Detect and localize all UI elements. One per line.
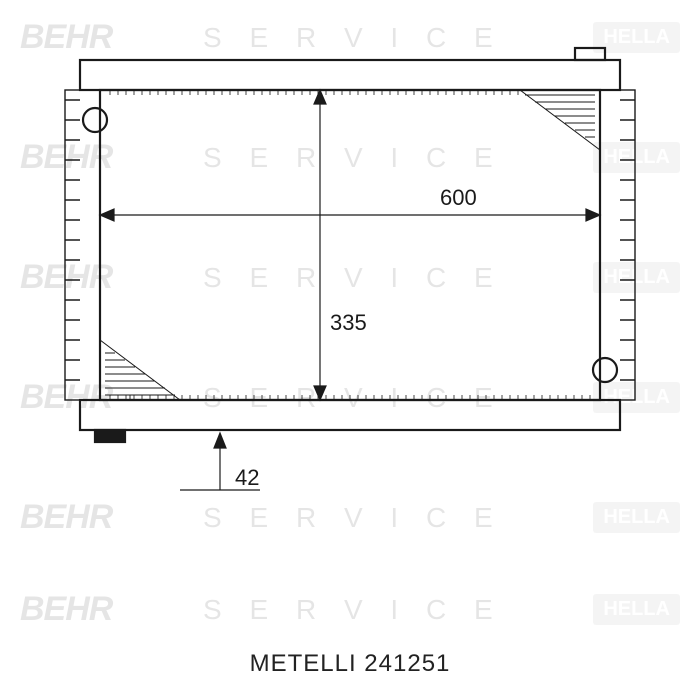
- dim-height-label: 335: [330, 310, 367, 335]
- radiator-diagram: 600 335 42: [20, 40, 680, 580]
- caption-brand: METELLI: [250, 650, 357, 677]
- watermark-row: BEHR S E R V I C E HELLA: [0, 590, 700, 629]
- dim-depth-label: 42: [235, 465, 259, 490]
- dim-width-label: 600: [440, 185, 477, 210]
- drawing-canvas: BEHR S E R V I C E HELLA BEHR S E R V I …: [0, 0, 700, 700]
- caption-partno: 241251: [364, 650, 450, 677]
- product-caption: METELLI 241251: [0, 650, 700, 678]
